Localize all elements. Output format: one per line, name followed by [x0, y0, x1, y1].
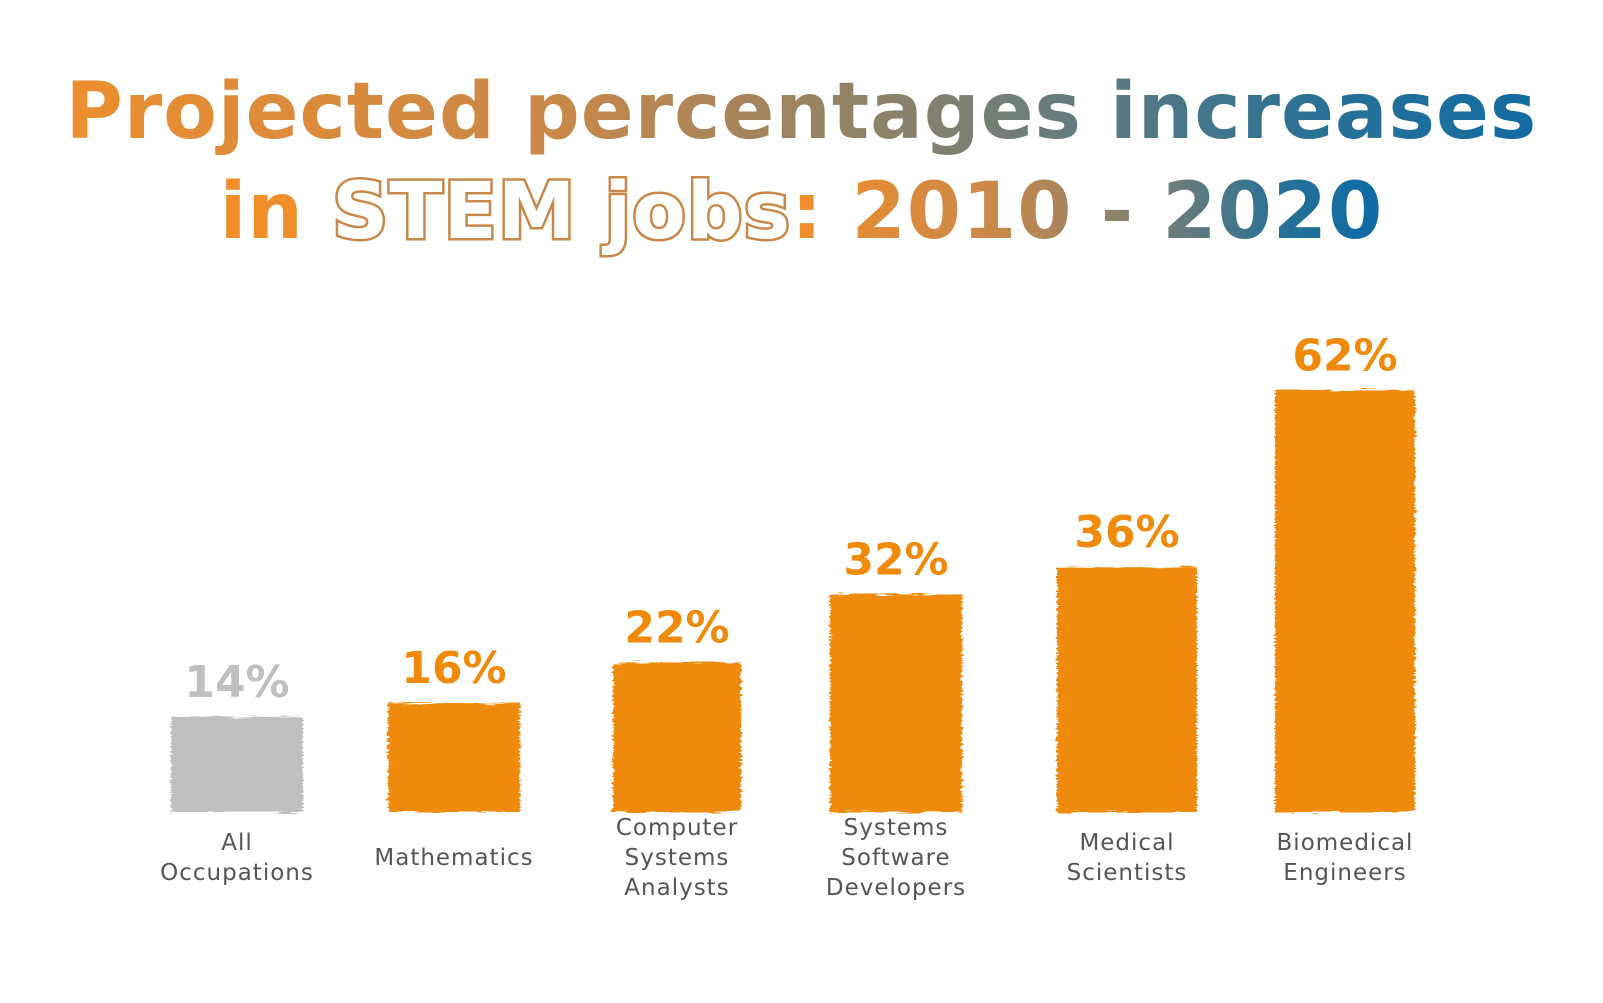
category-label-line: Occupations [160, 860, 314, 886]
bar-medical-scientists [1057, 567, 1197, 812]
value-label: 16% [401, 643, 506, 694]
category-label: All Occupations [160, 830, 314, 886]
category-labels-group: All Occupations Mathematics Computer Systems… [160, 815, 1414, 901]
value-label: 36% [1074, 507, 1179, 558]
bars-group [171, 390, 1415, 812]
category-label-line: Computer [616, 815, 738, 841]
bar-biomedical-engineers [1275, 390, 1415, 812]
value-label: 32% [843, 534, 948, 585]
title-highlight: STEM jobs [330, 165, 793, 260]
bar-computer-systems-analysts [613, 662, 741, 812]
category-label-line: Analysts [624, 875, 729, 901]
category-label-line: Systems [844, 815, 949, 841]
category-label-line: All [221, 830, 253, 856]
title-line-2: in STEM jobs: 2010 - 2020 [0, 162, 1603, 262]
category-label: Mathematics [374, 845, 533, 871]
category-label: Medical Scientists [1067, 830, 1188, 886]
category-label-line: Systems [625, 845, 730, 871]
category-label: Biomedical Engineers [1277, 830, 1414, 886]
value-labels-group: 14% 16% 22% 32% 36% 62% [184, 330, 1397, 707]
category-label-line: Mathematics [374, 845, 533, 871]
category-label: Computer Systems Analysts [616, 815, 738, 901]
title-suffix: : 2010 - 2020 [791, 167, 1384, 257]
category-label-line: Developers [826, 875, 966, 901]
value-label: 62% [1292, 330, 1397, 381]
category-label-line: Biomedical [1277, 830, 1414, 856]
category-label: Systems Software Developers [826, 815, 966, 901]
bar-all-occupations [171, 716, 303, 812]
value-label: 22% [624, 602, 729, 653]
category-label-line: Software [841, 845, 950, 871]
value-label: 14% [184, 657, 289, 708]
bar-mathematics [388, 703, 520, 812]
bar-systems-software-developers [830, 594, 962, 812]
category-label-line: Medical [1079, 830, 1174, 856]
title-line-1: Projected percentages increases [0, 62, 1603, 162]
category-label-line: Scientists [1067, 860, 1188, 886]
title-prefix: in [219, 167, 304, 257]
category-label-line: Engineers [1283, 860, 1406, 886]
chart-title: Projected percentages increases in STEM … [0, 62, 1603, 262]
